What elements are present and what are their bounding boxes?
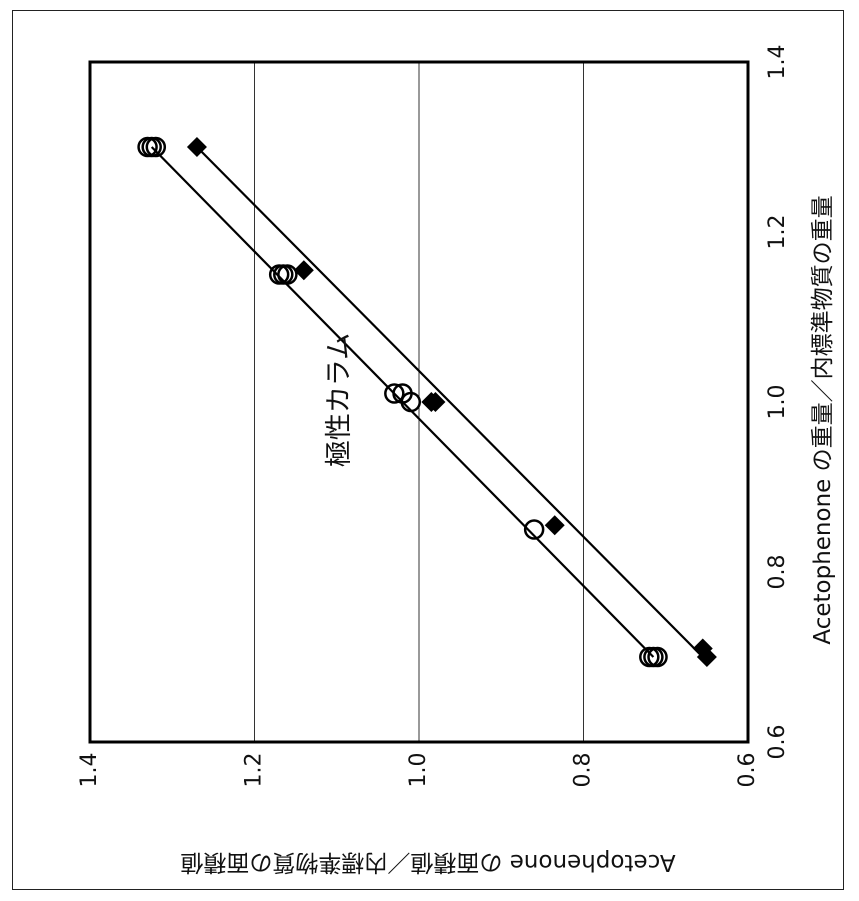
data-point-circle xyxy=(639,646,660,668)
plot-area xyxy=(88,60,750,744)
y-tick-label: 0.8 xyxy=(571,753,596,788)
data-point-circle xyxy=(647,646,668,668)
y-axis-label: Acetophenone の面積値／内標準物質の面積値 xyxy=(180,849,675,875)
x-tick-label: 1.2 xyxy=(765,215,790,250)
data-points xyxy=(137,136,717,668)
y-tick-label: 0.6 xyxy=(735,753,760,788)
fit-line-filled-diamond xyxy=(196,146,704,658)
x-tick-label: 0.8 xyxy=(765,555,790,590)
data-point-diamond xyxy=(425,392,446,412)
data-point-diamond xyxy=(186,137,207,157)
x-tick-label: 1.4 xyxy=(765,45,790,80)
x-tick-label: 0.6 xyxy=(765,725,790,760)
y-tick-label: 1.2 xyxy=(242,753,267,788)
x-tick-label: 1.0 xyxy=(765,385,790,420)
chart-title: 極性カラム xyxy=(324,333,355,467)
x-axis-label: Acetophenone の重量／内標準物質の重量 xyxy=(810,195,836,644)
tick-labels: 0.6 0.8 1.0 1.2 1.4 0.6 0.8 1.0 1.2 1.4 xyxy=(77,45,790,788)
y-tick-label: 1.4 xyxy=(77,753,102,788)
data-point-circle xyxy=(523,519,545,540)
data-point-diamond xyxy=(293,260,314,281)
data-point-diamond xyxy=(544,515,565,536)
figure-frame xyxy=(12,10,844,890)
data-point-circle xyxy=(273,264,294,285)
y-tick-label: 1.0 xyxy=(406,753,431,788)
data-point-diamond xyxy=(692,638,713,659)
data-point-circle xyxy=(145,136,167,158)
data-point-circle xyxy=(392,383,413,404)
data-point-circle xyxy=(384,383,405,404)
